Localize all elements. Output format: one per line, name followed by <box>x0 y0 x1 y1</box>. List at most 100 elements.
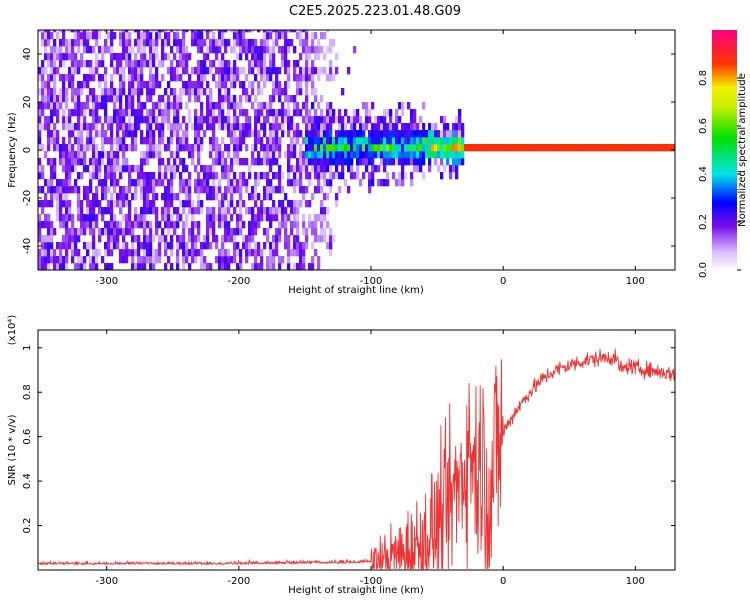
heatmap-cell <box>179 179 183 187</box>
spectrogram-x-ticks: -300 -200 -100 0 100 <box>95 30 645 287</box>
heatmap-cell <box>146 158 150 166</box>
heatmap-cell <box>143 221 147 229</box>
heatmap-cell <box>308 263 312 270</box>
heatmap-cell <box>116 137 120 145</box>
heatmap-cell <box>47 242 51 250</box>
heatmap-cell <box>92 235 96 243</box>
heatmap-cell <box>110 200 114 208</box>
heatmap-cell <box>236 249 240 257</box>
heatmap-cell <box>308 53 312 61</box>
heatmap-cell <box>149 172 153 180</box>
heatmap-cell <box>155 81 159 89</box>
heatmap-cell <box>128 60 132 68</box>
heatmap-cell <box>83 193 87 201</box>
heatmap-cell <box>161 39 165 47</box>
heatmap-cell <box>329 60 333 68</box>
heatmap-cell <box>632 144 636 152</box>
heatmap-cell <box>110 32 114 40</box>
heatmap-cell <box>104 151 108 159</box>
heatmap-cell <box>236 179 240 187</box>
heatmap-cell <box>392 144 396 152</box>
heatmap-cell <box>122 74 126 82</box>
heatmap-cell <box>506 144 510 152</box>
heatmap-cell <box>287 242 291 250</box>
heatmap-cell <box>68 81 72 89</box>
heatmap-cell <box>305 242 309 250</box>
heatmap-cell <box>98 95 102 103</box>
heatmap-cell <box>146 221 150 229</box>
heatmap-cell <box>317 263 321 270</box>
heatmap-cell <box>44 221 48 229</box>
heatmap-cell <box>389 158 393 166</box>
heatmap-cell <box>65 158 69 166</box>
heatmap-cell <box>125 228 129 236</box>
heatmap-cell <box>59 88 63 96</box>
heatmap-cell <box>209 193 213 201</box>
heatmap-cell <box>122 53 126 61</box>
heatmap-cell <box>113 165 117 173</box>
heatmap-cell <box>194 256 198 264</box>
heatmap-cell <box>260 137 264 145</box>
heatmap-cell <box>215 193 219 201</box>
heatmap-cell <box>203 235 207 243</box>
heatmap-cell <box>275 186 279 194</box>
heatmap-cell <box>443 165 447 173</box>
heatmap-cell <box>383 165 387 173</box>
heatmap-cell <box>263 172 267 180</box>
heatmap-cell <box>56 214 60 222</box>
heatmap-cell <box>263 151 267 159</box>
heatmap-cell <box>107 137 111 145</box>
heatmap-cell <box>386 144 390 152</box>
heatmap-cell <box>134 116 138 124</box>
heatmap-cell <box>452 158 456 166</box>
heatmap-cell <box>194 123 198 131</box>
heatmap-cell <box>83 81 87 89</box>
heatmap-cell <box>158 95 162 103</box>
heatmap-cell <box>227 116 231 124</box>
heatmap-cell <box>260 53 264 61</box>
heatmap-cell <box>110 144 114 152</box>
heatmap-cell <box>284 109 288 117</box>
heatmap-cell <box>362 102 366 110</box>
heatmap-cell <box>590 144 594 152</box>
heatmap-cell <box>140 158 144 166</box>
heatmap-cell <box>161 137 165 145</box>
heatmap-cell <box>164 88 168 96</box>
heatmap-cell <box>263 158 267 166</box>
heatmap-cell <box>389 109 393 117</box>
heatmap-cell <box>284 221 288 229</box>
heatmap-cell <box>287 263 291 270</box>
heatmap-cell <box>77 193 81 201</box>
heatmap-cell <box>143 256 147 264</box>
heatmap-cell <box>257 67 261 75</box>
heatmap-cell <box>293 200 297 208</box>
heatmap-cell <box>146 95 150 103</box>
heatmap-cell <box>242 172 246 180</box>
heatmap-cell <box>230 95 234 103</box>
heatmap-cell <box>239 193 243 201</box>
heatmap-cell <box>218 109 222 117</box>
heatmap-cell <box>542 144 546 152</box>
heatmap-cell <box>371 144 375 152</box>
heatmap-cell <box>101 53 105 61</box>
heatmap-cell <box>251 60 255 68</box>
heatmap-cell <box>176 207 180 215</box>
heatmap-cell <box>158 235 162 243</box>
heatmap-cell <box>272 30 276 33</box>
heatmap-cell <box>329 186 333 194</box>
heatmap-cell <box>320 144 324 152</box>
heatmap-cell <box>155 74 159 82</box>
heatmap-cell <box>56 95 60 103</box>
heatmap-cell <box>317 158 321 166</box>
heatmap-cell <box>113 221 117 229</box>
heatmap-cell <box>296 130 300 138</box>
heatmap-cell <box>224 67 228 75</box>
heatmap-cell <box>74 39 78 47</box>
heatmap-cell <box>623 144 627 152</box>
heatmap-cell <box>104 249 108 257</box>
heatmap-cell <box>218 60 222 68</box>
heatmap-cell <box>617 144 621 152</box>
heatmap-cell <box>59 179 63 187</box>
heatmap-cell <box>200 200 204 208</box>
heatmap-cell <box>206 53 210 61</box>
